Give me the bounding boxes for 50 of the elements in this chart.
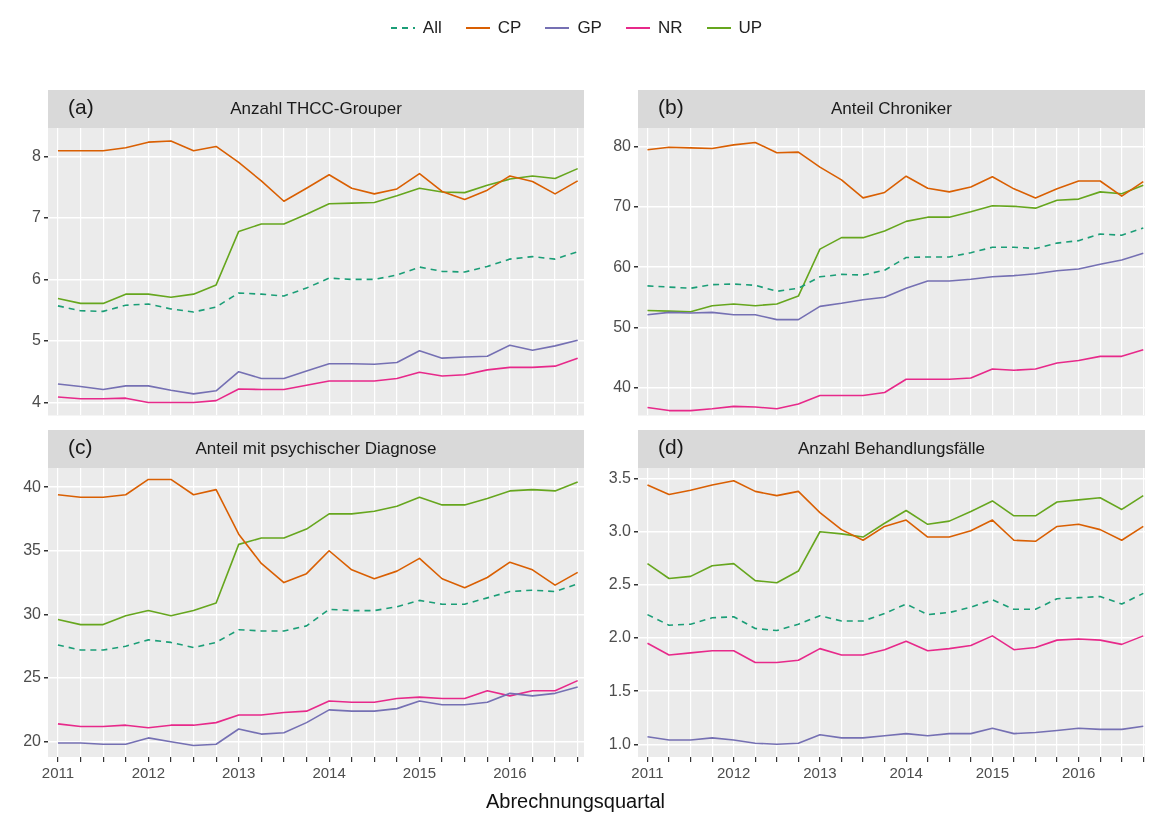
y-tick-label: 2.5 — [608, 575, 632, 593]
x-tick-label: 2013 — [803, 764, 837, 782]
x-tick-label: 2012 — [717, 764, 751, 782]
y-tick-label: 80 — [613, 137, 632, 155]
legend-label: CP — [497, 18, 522, 38]
legend-label: GP — [577, 18, 602, 38]
x-tick-label: 2013 — [222, 764, 256, 782]
text: (a) — [68, 94, 94, 118]
y-tick-label: 70 — [613, 197, 632, 215]
y-tick-label: 8 — [32, 146, 42, 164]
chart-title: Anteil Chroniker — [831, 98, 953, 118]
x-tick-label: 2015 — [975, 764, 1010, 782]
legend-label: NR — [657, 18, 683, 38]
y-tick-label: 2.0 — [608, 628, 632, 646]
text: (d) — [658, 434, 684, 458]
x-tick-label: 2014 — [312, 764, 346, 782]
y-tick-label: 5 — [32, 331, 42, 349]
chart-title: Anzahl THCC-Grouper — [230, 98, 403, 118]
y-tick-label: 3.0 — [608, 522, 632, 540]
x-tick-label: 2011 — [631, 764, 664, 782]
y-tick-label: 25 — [23, 668, 42, 686]
x-axis-title: Abrechnungsquartal — [485, 790, 666, 813]
y-tick-label: 1.0 — [608, 734, 632, 752]
y-tick-label: 60 — [613, 257, 632, 275]
x-tick-label: 2016 — [1061, 764, 1096, 782]
y-tick-label: 40 — [613, 378, 632, 396]
y-tick-label: 35 — [23, 541, 42, 559]
line-series — [646, 592, 1145, 632]
chart-title: Anteil mit psychischer Diagnose — [195, 438, 437, 458]
chart-title: Anzahl Behandlungsfälle — [797, 438, 986, 458]
x-tick-label: 2012 — [131, 764, 166, 782]
y-tick-label: 20 — [23, 732, 42, 750]
y-tick-label: 1.5 — [608, 681, 632, 699]
y-tick-label: 3.5 — [608, 469, 632, 487]
text: (b) — [658, 94, 684, 118]
x-tick-label: 2014 — [889, 764, 923, 782]
x-tick-label: 2015 — [402, 764, 437, 782]
y-tick-label: 6 — [32, 269, 42, 287]
y-tick-label: 40 — [23, 477, 42, 495]
legend-label: All — [422, 18, 442, 38]
x-tick-label: 2011 — [41, 764, 75, 782]
text: (c) — [68, 434, 93, 458]
legend-label: UP — [738, 18, 763, 38]
y-tick-label: 4 — [32, 392, 42, 410]
line-series — [646, 227, 1145, 293]
x-tick-label: 2016 — [493, 764, 527, 782]
y-tick-label: 30 — [23, 604, 42, 622]
y-tick-label: 7 — [32, 208, 42, 226]
y-tick-label: 50 — [613, 317, 632, 335]
line-series — [57, 250, 579, 313]
